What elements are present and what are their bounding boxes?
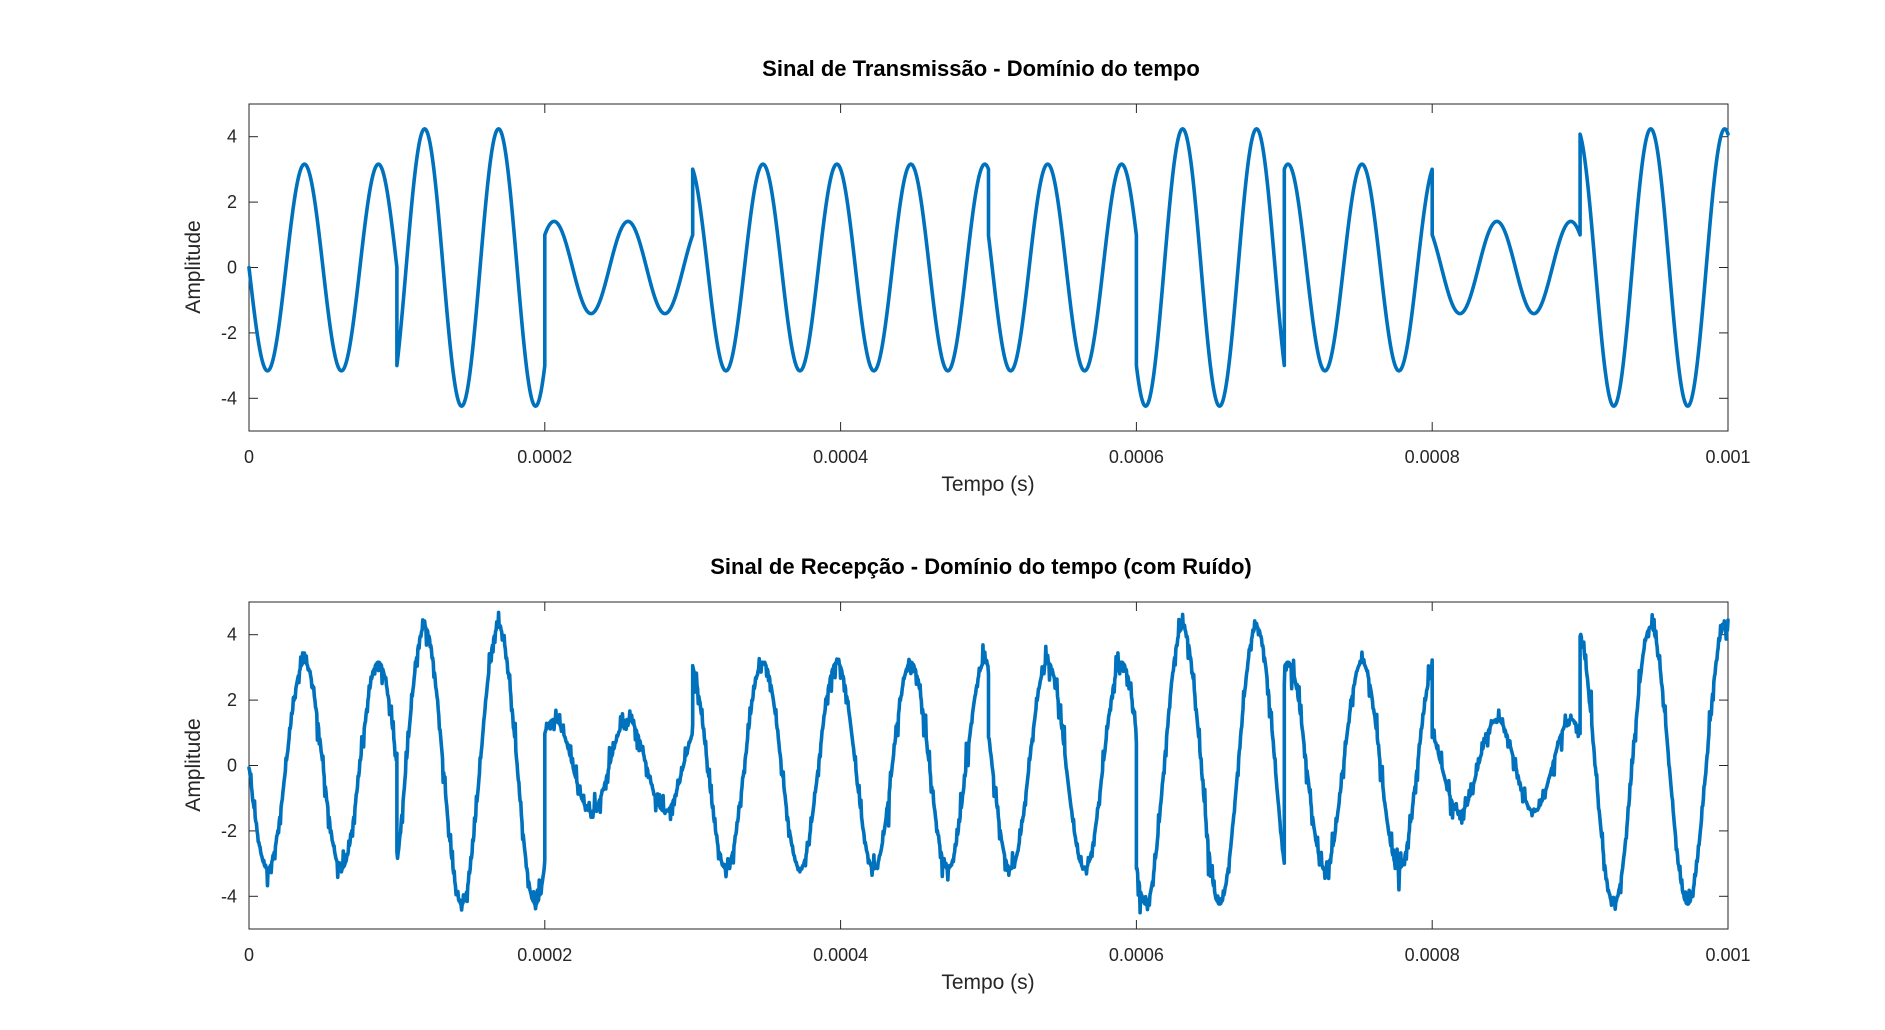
transmission-ytick-label: 2 <box>227 192 237 212</box>
reception-ticks <box>248 602 1729 929</box>
reception-signal-line <box>247 610 1730 915</box>
transmission-xtick-label: 0.0004 <box>813 447 868 467</box>
reception-ytick-label: -4 <box>221 886 237 906</box>
reception-plot: Sinal de Recepção - Domínio do tempo (co… <box>182 554 1751 994</box>
transmission-xtick-label: 0.0008 <box>1405 447 1460 467</box>
transmission-ytick-label: -2 <box>221 323 237 343</box>
reception-xtick-label: 0.0004 <box>813 945 868 965</box>
transmission-plot: Sinal de Transmissão - Domínio do tempo … <box>182 56 1751 496</box>
reception-xlabel: Tempo (s) <box>941 971 1034 994</box>
reception-ytick-label: 2 <box>227 690 237 710</box>
transmission-axes <box>248 103 1729 432</box>
reception-title: Sinal de Recepção - Domínio do tempo (co… <box>710 554 1251 579</box>
transmission-title: Sinal de Transmissão - Domínio do tempo <box>762 56 1200 81</box>
transmission-xtick-label: 0.0006 <box>1109 447 1164 467</box>
reception-ytick-label: 4 <box>227 625 237 645</box>
reception-ytick-label: 0 <box>227 756 237 776</box>
reception-xtick-label: 0 <box>244 945 254 965</box>
transmission-xlabel: Tempo (s) <box>941 473 1034 496</box>
transmission-xtick-label: 0.0002 <box>517 447 572 467</box>
transmission-ytick-label: -4 <box>221 388 237 408</box>
reception-ytick-label: -2 <box>221 821 237 841</box>
reception-xtick-label: 0.0008 <box>1405 945 1460 965</box>
transmission-ytick-label: 4 <box>227 127 237 147</box>
reception-ylabel: Amplitude <box>182 718 205 811</box>
reception-xtick-label: 0.001 <box>1705 945 1750 965</box>
reception-xtick-label: 0.0006 <box>1109 945 1164 965</box>
transmission-ylabel: Amplitude <box>182 220 205 313</box>
transmission-xtick-label: 0 <box>244 447 254 467</box>
transmission-xtick-label: 0.001 <box>1705 447 1750 467</box>
reception-tick-labels: 0 0.0002 0.0004 0.0006 0.0008 0.001 -4 -2 0 2 4 <box>221 625 1751 965</box>
reception-xtick-label: 0.0002 <box>517 945 572 965</box>
reception-axes <box>248 601 1729 930</box>
transmission-tick-labels: 0 0.0002 0.0004 0.0006 0.0008 0.001 -4 -2 0 2 4 <box>221 127 1751 467</box>
transmission-signal-line <box>247 127 1730 408</box>
transmission-ytick-label: 0 <box>227 258 237 278</box>
